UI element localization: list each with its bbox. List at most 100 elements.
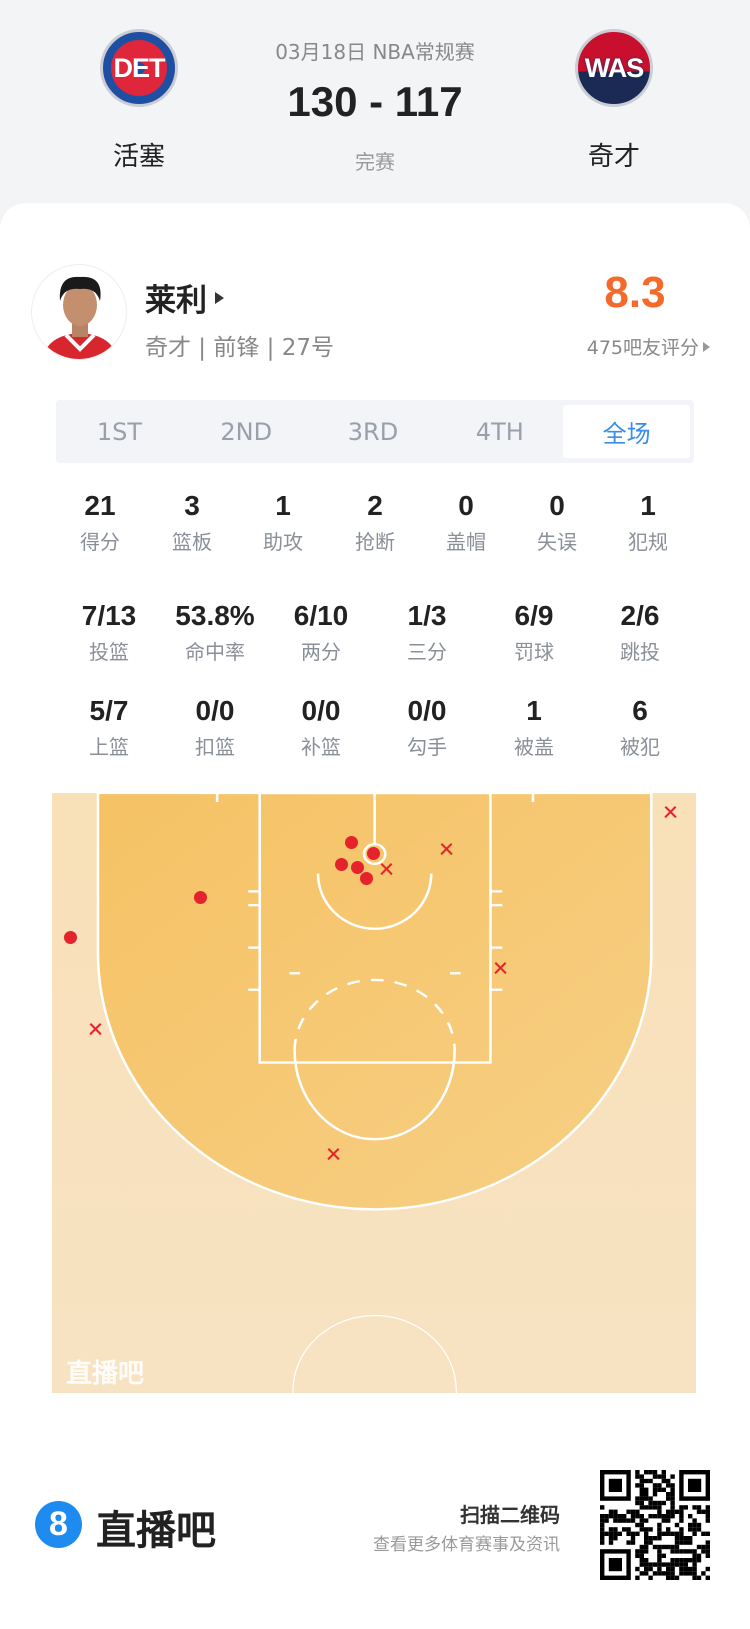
stat-value: 1 bbox=[275, 490, 291, 521]
stat-label: 助攻 bbox=[263, 530, 303, 554]
logo-text: DET bbox=[113, 52, 166, 83]
court-lines bbox=[52, 793, 696, 1393]
stat-item: 6/10 两分 bbox=[266, 598, 376, 665]
stat-label: 抢断 bbox=[355, 530, 395, 554]
stat-item: 2/6 跳投 bbox=[585, 598, 695, 665]
stat-label: 失误 bbox=[537, 530, 577, 554]
stat-item: 0 失误 bbox=[502, 488, 612, 555]
stat-item: 53.8% 命中率 bbox=[160, 598, 270, 665]
stat-label: 得分 bbox=[80, 530, 120, 554]
rating-count-link[interactable]: 475吧友评分 bbox=[587, 333, 710, 360]
stat-label: 被盖 bbox=[514, 735, 554, 759]
tab-4th[interactable]: 4TH bbox=[475, 417, 524, 446]
shot-made-marker bbox=[360, 872, 374, 886]
watermark: 直播吧 bbox=[66, 1359, 145, 1389]
stat-value: 2/6 bbox=[620, 600, 660, 631]
caret-right-icon bbox=[215, 291, 224, 304]
stat-item: 0/0 扣篮 bbox=[160, 693, 270, 760]
logo-text: WAS bbox=[584, 52, 645, 83]
match-date-league: 03月18日 NBA常规赛 bbox=[275, 40, 475, 64]
brand-name: 直播吧 bbox=[96, 1508, 216, 1554]
shot-made-marker bbox=[344, 836, 358, 850]
stat-item: 21 得分 bbox=[45, 488, 155, 555]
stat-value: 0/0 bbox=[195, 695, 235, 726]
stat-label: 上篮 bbox=[89, 735, 129, 759]
stat-label: 投篮 bbox=[89, 640, 129, 664]
stat-value: 7/13 bbox=[81, 600, 137, 631]
qr-title: 扫描二维码 bbox=[460, 1503, 560, 1527]
stat-label: 被犯 bbox=[620, 735, 660, 759]
stat-value: 6/9 bbox=[514, 600, 554, 631]
stat-value: 1 bbox=[640, 490, 656, 521]
stat-item: 7/13 投篮 bbox=[54, 598, 164, 665]
stat-value: 0/0 bbox=[301, 695, 341, 726]
shot-chart: 直播吧 bbox=[52, 793, 696, 1393]
stat-value: 5/7 bbox=[89, 695, 129, 726]
player-rating: 8.3 bbox=[604, 268, 666, 317]
player-photo-icon bbox=[42, 276, 118, 359]
stat-item: 0/0 补篮 bbox=[266, 693, 376, 760]
stat-label: 跳投 bbox=[620, 640, 660, 664]
shot-missed-marker bbox=[380, 863, 393, 876]
stat-value: 21 bbox=[84, 490, 116, 521]
stat-value: 0/0 bbox=[407, 695, 447, 726]
det-team-logo[interactable]: DET bbox=[100, 29, 178, 107]
shot-missed-marker bbox=[664, 806, 677, 819]
stat-item: 0/0 勾手 bbox=[372, 693, 482, 760]
shot-missed-marker bbox=[327, 1148, 340, 1161]
stat-value: 1/3 bbox=[407, 600, 447, 631]
brand-logo-icon: 8 bbox=[35, 1501, 82, 1548]
shot-missed-marker bbox=[494, 962, 507, 975]
stat-label: 扣篮 bbox=[195, 735, 235, 759]
shot-made-marker bbox=[64, 930, 78, 944]
stat-label: 罚球 bbox=[514, 640, 554, 664]
player-avatar[interactable] bbox=[31, 264, 127, 360]
rating-count: 475吧友评分 bbox=[586, 337, 699, 359]
qr-subtitle: 查看更多体育赛事及资讯 bbox=[373, 1535, 560, 1555]
tab-1st[interactable]: 1ST bbox=[96, 417, 142, 446]
tab-full-game[interactable]: 全场 bbox=[563, 405, 690, 458]
stat-value: 6/10 bbox=[293, 600, 349, 631]
player-name: 莱利 bbox=[145, 283, 207, 319]
shot-missed-marker bbox=[89, 1023, 102, 1036]
was-team-logo[interactable]: WAS bbox=[575, 29, 653, 107]
tab-2nd[interactable]: 2ND bbox=[220, 417, 273, 446]
qr-code-icon[interactable] bbox=[600, 1470, 710, 1580]
stat-value: 1 bbox=[526, 695, 542, 726]
stat-item: 5/7 上篮 bbox=[54, 693, 164, 760]
stat-label: 两分 bbox=[301, 640, 341, 664]
stat-value: 6 bbox=[632, 695, 648, 726]
tab-3rd[interactable]: 3RD bbox=[347, 417, 399, 446]
shot-made-marker bbox=[366, 846, 380, 860]
match-status: 完赛 bbox=[355, 150, 395, 174]
stat-item: 1 犯规 bbox=[593, 488, 703, 555]
shot-made-marker bbox=[194, 891, 208, 905]
stat-label: 命中率 bbox=[185, 640, 245, 664]
stat-label: 补篮 bbox=[301, 735, 341, 759]
match-score: 130 - 117 bbox=[287, 78, 463, 125]
caret-right-icon bbox=[703, 341, 710, 352]
stat-label: 盖帽 bbox=[446, 530, 486, 554]
period-tabs: 1ST 2ND 3RD 4TH 全场 bbox=[56, 400, 694, 463]
stat-label: 篮板 bbox=[172, 530, 212, 554]
stat-item: 1 被盖 bbox=[479, 693, 589, 760]
stat-item: 6/9 罚球 bbox=[479, 598, 589, 665]
stat-value: 53.8% bbox=[175, 600, 255, 631]
away-team-name[interactable]: 奇才 bbox=[587, 142, 640, 172]
stat-label: 三分 bbox=[407, 640, 447, 664]
stat-value: 2 bbox=[367, 490, 383, 521]
shot-made-marker bbox=[351, 860, 365, 874]
stat-label: 勾手 bbox=[407, 735, 447, 759]
stat-item: 3 篮板 bbox=[137, 488, 247, 555]
shot-made-marker bbox=[334, 858, 348, 872]
player-info: 奇才 | 前锋 | 27号 bbox=[145, 335, 335, 361]
shot-missed-marker bbox=[440, 843, 453, 856]
stat-value: 0 bbox=[458, 490, 474, 521]
stat-value: 3 bbox=[184, 490, 200, 521]
stat-item: 1 助攻 bbox=[228, 488, 338, 555]
stat-item: 0 盖帽 bbox=[411, 488, 521, 555]
stat-item: 2 抢断 bbox=[320, 488, 430, 555]
player-name-link[interactable]: 莱利 bbox=[145, 275, 224, 320]
home-team-name[interactable]: 活塞 bbox=[112, 142, 165, 172]
stat-value: 0 bbox=[549, 490, 565, 521]
